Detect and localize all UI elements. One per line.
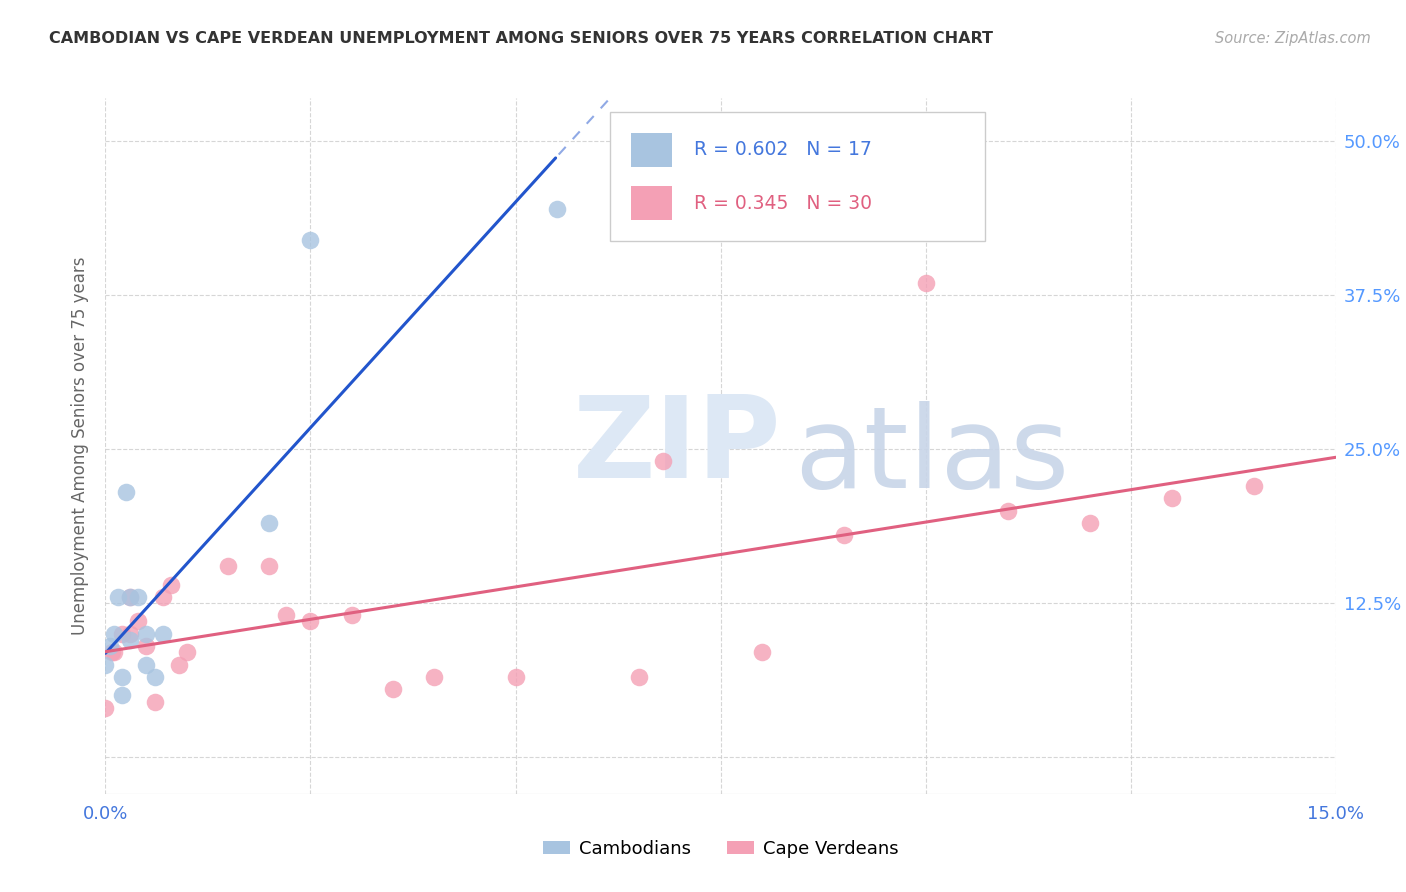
Point xyxy=(98,639,121,653)
Point xyxy=(832,528,855,542)
Point xyxy=(218,559,240,574)
Text: R = 0.345   N = 30: R = 0.345 N = 30 xyxy=(695,194,872,212)
Point xyxy=(274,608,297,623)
Text: R = 0.602   N = 17: R = 0.602 N = 17 xyxy=(695,140,872,159)
Point xyxy=(627,670,650,684)
Point xyxy=(152,627,174,641)
Point xyxy=(505,670,527,684)
FancyBboxPatch shape xyxy=(610,112,986,241)
FancyBboxPatch shape xyxy=(630,186,672,220)
Point xyxy=(299,615,322,629)
Point xyxy=(751,645,773,659)
Point xyxy=(127,615,149,629)
Point xyxy=(135,657,157,672)
Point xyxy=(120,632,141,647)
Text: ZIP: ZIP xyxy=(574,391,782,501)
Point xyxy=(176,645,198,659)
Point xyxy=(169,657,191,672)
Point xyxy=(115,485,138,500)
Text: Source: ZipAtlas.com: Source: ZipAtlas.com xyxy=(1215,31,1371,46)
Point xyxy=(914,276,936,290)
Point xyxy=(1243,479,1265,493)
Point xyxy=(143,670,166,684)
Point xyxy=(135,627,157,641)
Point xyxy=(94,700,117,714)
FancyBboxPatch shape xyxy=(630,133,672,167)
Text: atlas: atlas xyxy=(794,401,1070,512)
Legend: Cambodians, Cape Verdeans: Cambodians, Cape Verdeans xyxy=(536,832,905,865)
Point xyxy=(120,627,141,641)
Point xyxy=(94,657,117,672)
Point xyxy=(143,694,166,708)
Text: CAMBODIAN VS CAPE VERDEAN UNEMPLOYMENT AMONG SENIORS OVER 75 YEARS CORRELATION C: CAMBODIAN VS CAPE VERDEAN UNEMPLOYMENT A… xyxy=(49,31,993,46)
Point xyxy=(546,202,568,216)
Point xyxy=(103,627,125,641)
Y-axis label: Unemployment Among Seniors over 75 years: Unemployment Among Seniors over 75 years xyxy=(72,257,90,635)
Point xyxy=(299,233,322,247)
Point xyxy=(1160,491,1182,506)
Point xyxy=(422,670,444,684)
Point xyxy=(259,559,281,574)
Point xyxy=(120,590,141,604)
Point xyxy=(259,516,281,530)
Point xyxy=(120,590,141,604)
Point xyxy=(107,590,129,604)
Point xyxy=(135,639,157,653)
Point xyxy=(111,670,134,684)
Point xyxy=(340,608,363,623)
Point xyxy=(997,503,1019,517)
Point xyxy=(652,454,675,468)
Point xyxy=(152,590,174,604)
Point xyxy=(381,682,404,697)
Point xyxy=(160,577,183,591)
Point xyxy=(127,590,149,604)
Point xyxy=(101,645,124,659)
Point xyxy=(111,689,134,703)
Point xyxy=(111,627,134,641)
Point xyxy=(1078,516,1101,530)
Point xyxy=(103,645,125,659)
